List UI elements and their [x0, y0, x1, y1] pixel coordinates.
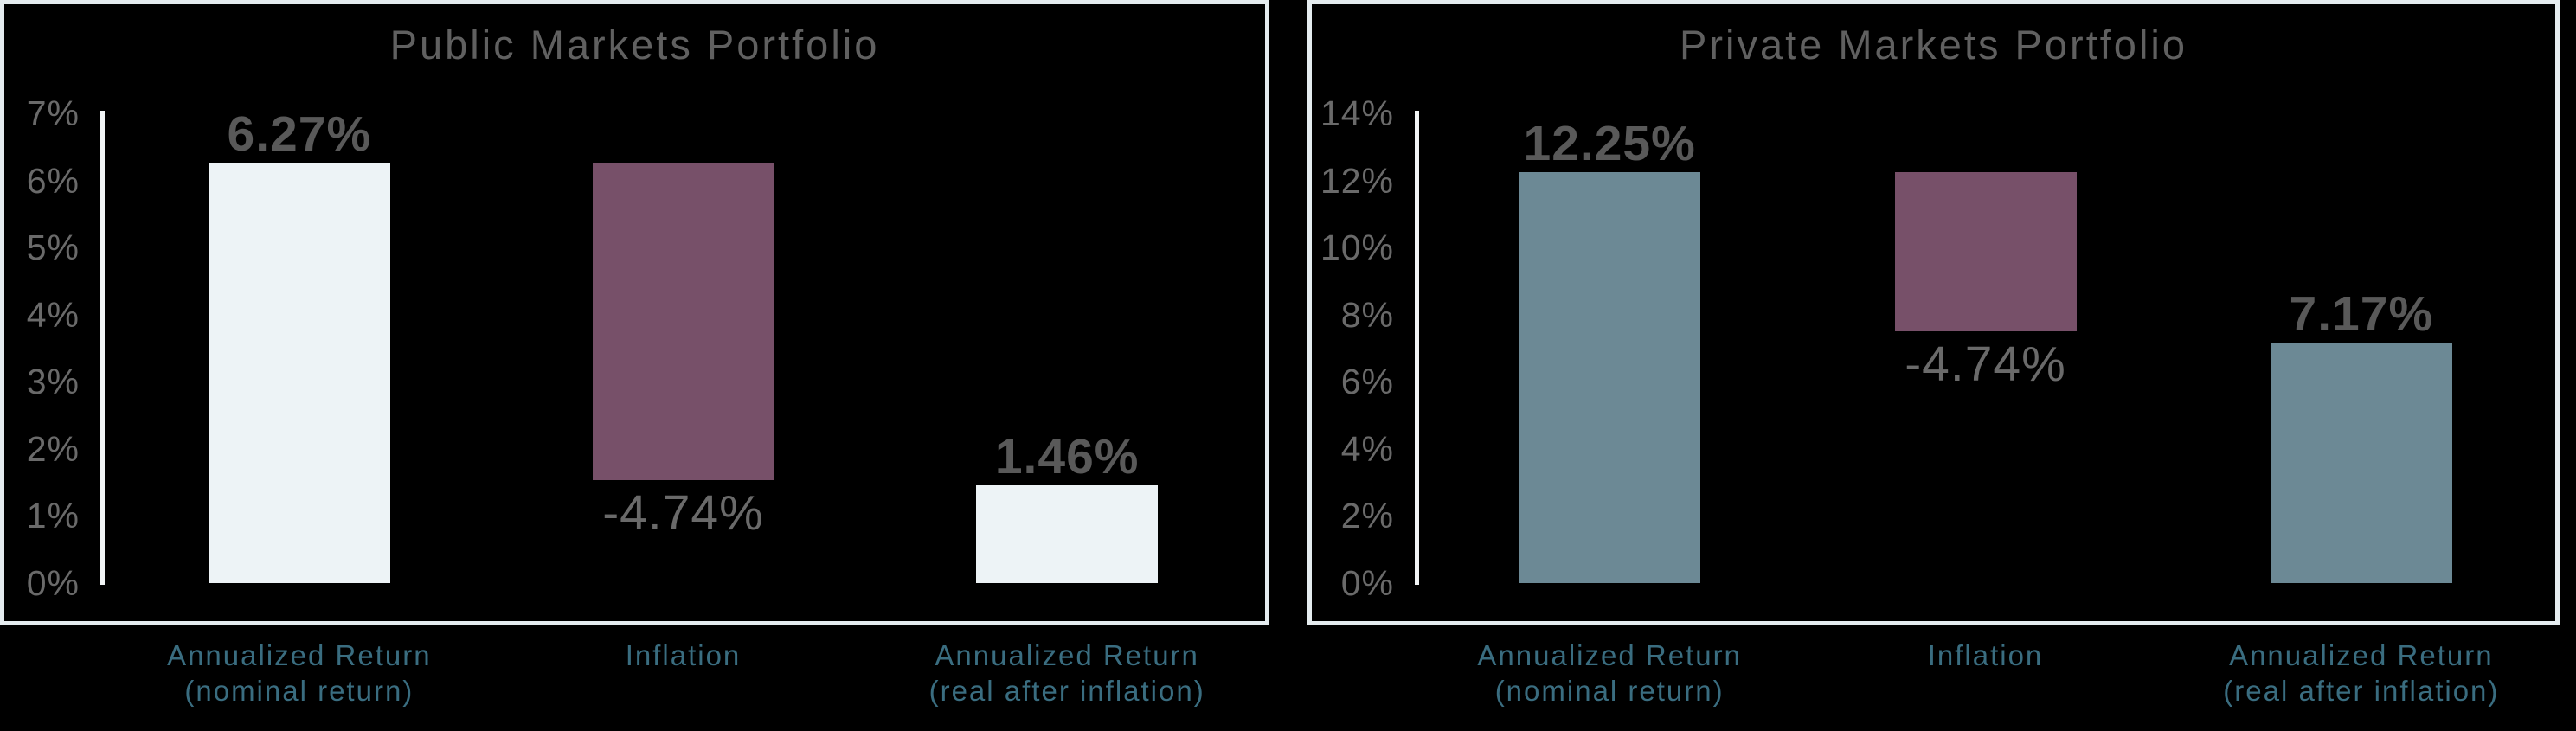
x-axis-label-line: Annualized Return — [167, 639, 432, 671]
x-axis-label-annualized-return-nominal: Annualized Return (nominal return) — [167, 638, 432, 709]
y-axis-tick-label: 6% — [26, 160, 80, 201]
x-axis-label-line: Inflation — [1927, 639, 2044, 671]
x-axis-label-annualized-return-real: Annualized Return (real after inflation) — [2223, 638, 2499, 709]
y-axis-tick-label: 0% — [26, 563, 80, 603]
x-axis-label-line: (real after inflation) — [2223, 675, 2500, 707]
y-axis-line — [1415, 111, 1419, 585]
y-axis-tick-label: 2% — [1340, 496, 1394, 536]
x-axis-label-line: Inflation — [625, 639, 742, 671]
x-axis-label-line: (nominal return) — [1494, 675, 1725, 707]
x-axis-label-inflation: Inflation — [626, 638, 742, 673]
y-axis-tick-label: 4% — [26, 294, 80, 335]
chart-frame — [0, 0, 1269, 625]
x-axis-label-annualized-return-real: Annualized Return (real after inflation) — [929, 638, 1205, 709]
x-axis-label-line: (real after inflation) — [928, 675, 1205, 707]
chart-public-markets: Public Markets Portfolio 7% 6% 5% 4% 3% 2% 1% 0… — [0, 0, 1269, 731]
x-axis-label-inflation: Inflation — [1928, 638, 2044, 673]
value-label-annualized-return-nominal: 12.25% — [1523, 115, 1696, 171]
chart-private-markets: Private Markets Portfolio 14% 12% 10% 8% 6% 4… — [1307, 0, 2560, 731]
bar-inflation — [592, 162, 774, 481]
value-label-inflation: -4.74% — [1905, 336, 2066, 392]
chart-frame — [1307, 0, 2560, 625]
value-label-annualized-return-real: 7.17% — [2289, 285, 2434, 342]
y-axis-tick-label: 14% — [1320, 93, 1394, 133]
y-axis-tick-label: 1% — [26, 496, 80, 536]
y-axis-tick-label: 2% — [26, 428, 80, 469]
y-axis-tick-label: 8% — [1340, 294, 1394, 335]
x-axis-label-line: (nominal return) — [184, 675, 414, 707]
y-axis-tick-label: 6% — [1340, 362, 1394, 402]
bar-annualized-return-nominal — [208, 162, 390, 583]
x-axis-label-annualized-return-nominal: Annualized Return (nominal return) — [1477, 638, 1742, 709]
x-axis-label-line: Annualized Return — [935, 639, 1199, 671]
chart-title-public-markets: Public Markets Portfolio — [389, 22, 880, 67]
bar-annualized-return-real — [2270, 342, 2452, 583]
value-label-annualized-return-real: 1.46% — [994, 428, 1140, 484]
y-axis-tick-label: 7% — [26, 93, 80, 133]
chart-title-private-markets: Private Markets Portfolio — [1680, 22, 2187, 67]
y-axis-line — [100, 111, 105, 585]
y-axis-tick-label: 5% — [26, 228, 80, 268]
bar-annualized-return-nominal — [1519, 171, 1701, 583]
value-label-inflation: -4.74% — [602, 485, 764, 542]
y-axis-tick-label: 0% — [1340, 563, 1394, 603]
value-label-annualized-return-nominal: 6.27% — [227, 106, 372, 162]
bar-annualized-return-real — [976, 484, 1159, 583]
y-axis-tick-label: 12% — [1320, 160, 1394, 201]
y-axis-tick-label: 4% — [1340, 428, 1394, 469]
y-axis-tick-label: 10% — [1320, 228, 1394, 268]
bar-inflation — [1894, 171, 2077, 331]
y-axis-tick-label: 3% — [26, 362, 80, 402]
x-axis-label-line: Annualized Return — [1477, 639, 1742, 671]
x-axis-label-line: Annualized Return — [2229, 639, 2494, 671]
